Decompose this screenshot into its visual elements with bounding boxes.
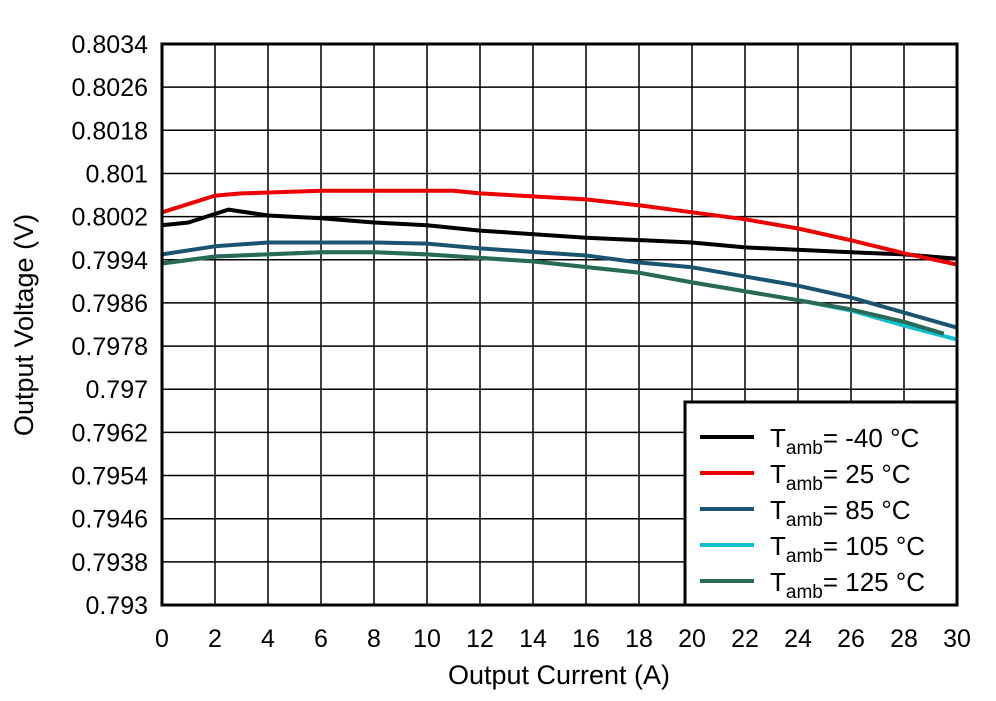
legend-entry: Tamb= 25 °C bbox=[770, 459, 911, 495]
y-tick-label: 0.7978 bbox=[72, 333, 148, 361]
y-tick-label: 0.7962 bbox=[72, 419, 148, 447]
x-tick-label: 22 bbox=[731, 625, 759, 653]
x-tick-label: 14 bbox=[519, 625, 547, 653]
plot-frame bbox=[160, 42, 959, 607]
x-tick-label: 12 bbox=[466, 625, 494, 653]
series-line-4 bbox=[161, 250, 945, 336]
y-axis-label: Output Voltage (V) bbox=[9, 214, 39, 436]
y-tick-label: 0.793 bbox=[85, 592, 148, 620]
x-tick-label: 16 bbox=[572, 625, 600, 653]
y-tick-label: 0.8002 bbox=[72, 204, 148, 232]
legend-entry: Tamb= -40 °C bbox=[770, 423, 919, 459]
y-tick-label: 0.7938 bbox=[72, 549, 148, 577]
y-tick-label: 0.7994 bbox=[72, 247, 149, 275]
y-tick-label: 0.7954 bbox=[72, 463, 149, 491]
x-tick-label: 24 bbox=[784, 625, 812, 653]
x-tick-label: 26 bbox=[837, 625, 865, 653]
x-tick-label: 20 bbox=[678, 625, 706, 653]
y-tick-label: 0.7986 bbox=[72, 290, 148, 318]
legend-entry: Tamb= 85 °C bbox=[770, 495, 911, 531]
x-tick-label: 4 bbox=[261, 625, 275, 653]
x-tick-label: 30 bbox=[943, 625, 971, 653]
x-tick-label: 8 bbox=[367, 625, 381, 653]
x-tick-label: 2 bbox=[208, 625, 222, 653]
y-tick-label: 0.7946 bbox=[72, 506, 148, 534]
legend-entry: Tamb= 105 °C bbox=[770, 531, 925, 567]
series-line-1 bbox=[161, 188, 958, 267]
y-tick-label: 0.797 bbox=[85, 376, 148, 404]
x-tick-label: 6 bbox=[314, 625, 328, 653]
x-tick-label: 0 bbox=[155, 625, 169, 653]
series-line-0 bbox=[161, 207, 958, 261]
x-tick-label: 18 bbox=[625, 625, 653, 653]
legend-entry: Tamb= 125 °C bbox=[770, 567, 925, 603]
x-axis-label: Output Current (A) bbox=[448, 660, 670, 690]
y-tick-label: 0.8026 bbox=[72, 74, 148, 102]
x-tick-label: 28 bbox=[890, 625, 918, 653]
y-tick-label: 0.8018 bbox=[72, 117, 148, 145]
y-tick-label: 0.801 bbox=[85, 160, 148, 188]
x-tick-label: 10 bbox=[413, 625, 441, 653]
series-lines bbox=[161, 188, 958, 342]
y-tick-label: 0.8034 bbox=[72, 31, 149, 59]
series-line-2 bbox=[161, 240, 958, 330]
